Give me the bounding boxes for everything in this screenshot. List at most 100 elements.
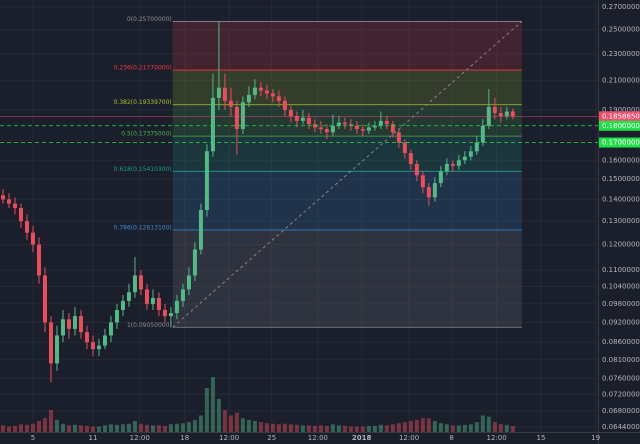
volume-bar [336,425,341,432]
candle-body [324,129,329,133]
candle-body [510,111,515,117]
candle-body [84,332,89,343]
volume-bar [228,415,233,432]
volume-bar [282,423,287,432]
candle-body [240,102,245,130]
candle-body [48,322,53,364]
volume-bar [384,425,389,432]
fib-label: 0.236(0.21770000) [114,65,172,72]
volume-bar [120,424,125,432]
candle-body [438,171,443,184]
candle-body [96,345,101,350]
candle-body [162,309,167,317]
volume-bar [0,425,5,432]
volume-bar [294,424,299,432]
volume-bar [72,424,77,432]
volume-bar [30,423,35,432]
candle-body [90,342,95,350]
x-tick-label: 8 [449,434,453,442]
candle-body [252,87,257,95]
volume-bar [492,422,497,432]
candle-body [312,124,317,128]
volume-bar [456,425,461,432]
volume-bar [246,419,251,432]
volume-bar [330,424,335,432]
candle-body [114,309,119,323]
x-tick-label: 11 [89,434,98,442]
fib-trend-line [172,21,523,328]
candle-body [246,94,251,103]
candle-body [54,335,59,364]
candle-body [234,106,239,130]
volume-bar [258,422,263,432]
fib-zone [172,229,522,328]
candle-body [180,289,185,301]
x-tick-label: 5 [31,434,35,442]
candle-body [504,111,509,117]
volume-bar [174,423,179,432]
volume-bar [270,423,275,432]
candle-body [258,87,263,91]
candle-body [408,153,413,164]
volume-bar [180,423,185,432]
volume-bar [480,415,485,432]
candle-body [498,113,503,117]
volume-bar [444,424,449,432]
candle-body [330,125,335,133]
candle-body [456,160,461,166]
volume-bar [372,425,377,432]
candle-body [174,300,179,314]
volume-bar [306,425,311,432]
volume-bar [498,424,503,432]
candle-body [468,151,473,157]
candle-body [120,300,125,310]
candle-body [300,117,305,121]
volume-bar [144,424,149,432]
volume-bar [420,418,425,432]
volume-bar [84,425,89,432]
candle-body [144,289,149,304]
volume-bar [222,410,227,432]
volume-bar [312,425,317,432]
fib-label: 0.382(0.19339700) [114,99,172,106]
volume-bar [438,423,443,432]
candle-body [318,127,323,130]
candle-body [480,125,485,143]
candle-body [192,249,197,276]
candle-body [372,125,377,128]
candle-body [66,319,71,329]
volume-bar [156,425,161,432]
volume-bar [132,421,137,432]
volume-bar [216,399,221,432]
candle-body [126,292,131,301]
candle-body [0,195,5,200]
candle-body [168,313,173,317]
candle-body [420,175,425,188]
volume-bar [342,425,347,432]
volume-bar [390,424,395,432]
volume-bar [12,425,17,432]
x-tick-label: 12:00 [399,434,419,442]
fib-label: 0(0.25700000) [127,16,172,23]
fib-label: 0.786(0.12613100) [114,224,172,231]
volume-bar [318,425,323,432]
volume-bar [360,426,365,432]
volume-bar [324,425,329,432]
volume-bar [66,425,71,432]
volume-bar [78,425,83,432]
candle-body [78,316,83,333]
fib-zone [172,21,522,71]
volume-bar [96,426,101,432]
volume-bar [468,424,473,432]
candle-body [288,109,293,117]
volume-bar [234,412,239,432]
